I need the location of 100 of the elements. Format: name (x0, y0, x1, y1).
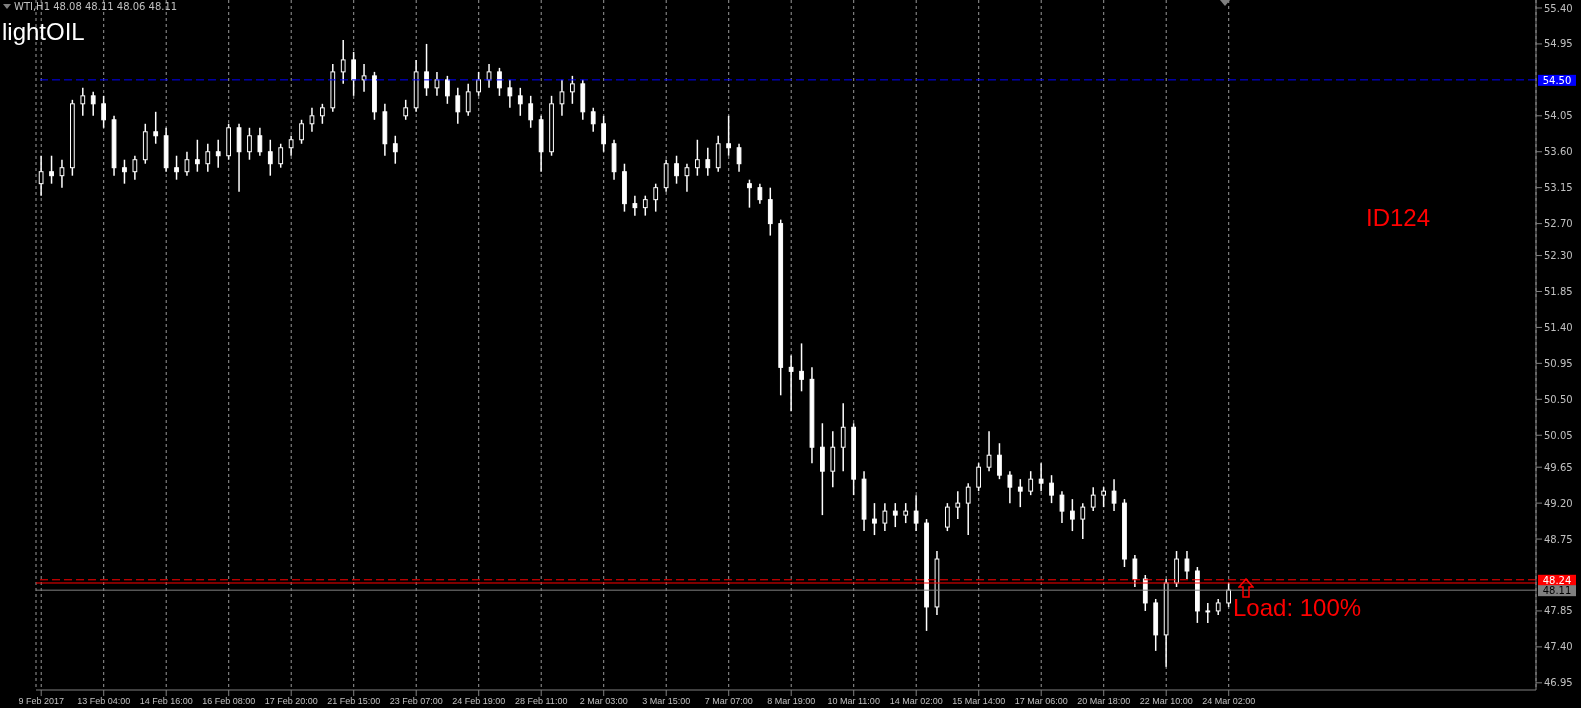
candlestick (195, 139, 200, 173)
x-tick-label: 28 Feb 11:00 (515, 696, 568, 707)
candlestick (559, 79, 565, 117)
candlestick (570, 75, 575, 105)
candlestick (757, 182, 763, 205)
candlestick (976, 462, 981, 492)
ref-line-label: 48.24 (1542, 574, 1572, 586)
candlestick (903, 502, 909, 524)
candlestick (788, 354, 794, 413)
x-tick-label: 9 Feb 2017 (18, 696, 64, 707)
candlestick (986, 430, 992, 472)
candlestick (174, 154, 179, 181)
candlestick (1142, 574, 1148, 612)
candlestick (695, 139, 700, 177)
candlestick (340, 39, 346, 85)
annotation: lightOIL (2, 18, 85, 46)
candlestick (517, 87, 523, 117)
candlestick (392, 135, 398, 165)
candlestick (299, 119, 304, 145)
y-tick-label: 52.70 (1544, 218, 1573, 230)
candlestick (101, 95, 106, 129)
x-tick-label: 15 Mar 14:00 (952, 696, 1006, 707)
candlestick (840, 402, 846, 472)
candlestick (424, 43, 429, 97)
y-tick-label: 54.95 (1544, 38, 1573, 50)
candlestick (38, 154, 44, 197)
candlestick (1007, 470, 1013, 504)
y-tick-label: 52.30 (1544, 250, 1573, 262)
candlestick (1080, 502, 1086, 540)
candlestick (278, 143, 284, 169)
candlestick (1101, 486, 1106, 508)
candlestick (80, 87, 86, 117)
candlestick (945, 502, 950, 532)
y-tick-label: 53.60 (1544, 146, 1573, 158)
x-tick-label: 24 Mar 02:00 (1202, 696, 1256, 707)
candlestick (247, 127, 252, 161)
y-tick-label: 50.50 (1544, 393, 1573, 405)
candlestick (497, 67, 502, 97)
candlestick (236, 123, 242, 193)
candlestick (309, 107, 315, 133)
candlestick (445, 75, 450, 105)
candlestick (601, 115, 606, 153)
candlestick (674, 154, 679, 185)
y-tick-label: 49.20 (1544, 497, 1573, 509)
y-tick-label: 55.40 (1544, 2, 1573, 14)
candlestick (632, 194, 638, 217)
candlestick (320, 103, 325, 125)
candlestick (642, 194, 648, 217)
candlestick (799, 342, 804, 393)
x-tick-label: 2 Mar 03:00 (579, 696, 628, 707)
y-tick-label: 51.40 (1544, 321, 1573, 333)
candlestick (1111, 478, 1117, 512)
candlestick (455, 87, 461, 125)
candlestick (767, 186, 773, 237)
candlestick (153, 111, 159, 145)
candlestick (1059, 490, 1065, 524)
candlestick (351, 51, 356, 97)
annotation: ID124 (1366, 204, 1431, 232)
y-tick-label: 50.95 (1544, 357, 1573, 369)
y-tick-label: 49.65 (1544, 461, 1573, 473)
candlestick (90, 91, 96, 117)
candlestick (528, 95, 534, 129)
ref-line-label: 54.50 (1542, 74, 1572, 86)
x-tick-label: 22 Mar 10:00 (1139, 696, 1193, 707)
candlestick (955, 490, 961, 520)
x-tick-label: 10 Mar 11:00 (827, 696, 880, 707)
candlestick (122, 158, 127, 185)
candlestick (872, 502, 877, 536)
candlestick (1174, 550, 1179, 588)
candlestick (965, 482, 971, 536)
y-tick-label: 47.85 (1544, 605, 1573, 617)
candlestick (257, 127, 263, 157)
candlestick (132, 154, 138, 181)
candlestick (403, 99, 409, 121)
candlestick (830, 430, 836, 488)
candlestick (184, 150, 190, 177)
candlestick (1205, 602, 1211, 624)
candlestick (736, 143, 742, 173)
candlestick (653, 182, 659, 213)
candlestick (590, 107, 596, 133)
x-tick-label: 21 Feb 15:00 (327, 696, 381, 707)
candlestick (1184, 550, 1190, 580)
candlestick (1226, 582, 1231, 608)
x-tick-label: 17 Feb 20:00 (264, 696, 318, 707)
y-tick-label: 54.05 (1544, 110, 1573, 122)
y-tick-label: 48.75 (1544, 533, 1573, 545)
candlestick (1028, 470, 1034, 496)
candlestick (267, 139, 273, 177)
candlestick (882, 502, 888, 532)
candlestick (892, 502, 898, 528)
candlestick (1090, 486, 1096, 512)
candlestick (663, 158, 669, 193)
x-tick-label: 23 Feb 07:00 (389, 696, 443, 707)
candlestick (913, 494, 919, 532)
x-tick-label: 3 Mar 15:00 (642, 696, 691, 707)
x-tick-label: 17 Mar 06:00 (1014, 696, 1068, 707)
candlestick (465, 83, 471, 117)
candlestick (486, 63, 492, 89)
y-tick-label: 51.85 (1544, 286, 1573, 298)
candlestick (49, 154, 54, 185)
